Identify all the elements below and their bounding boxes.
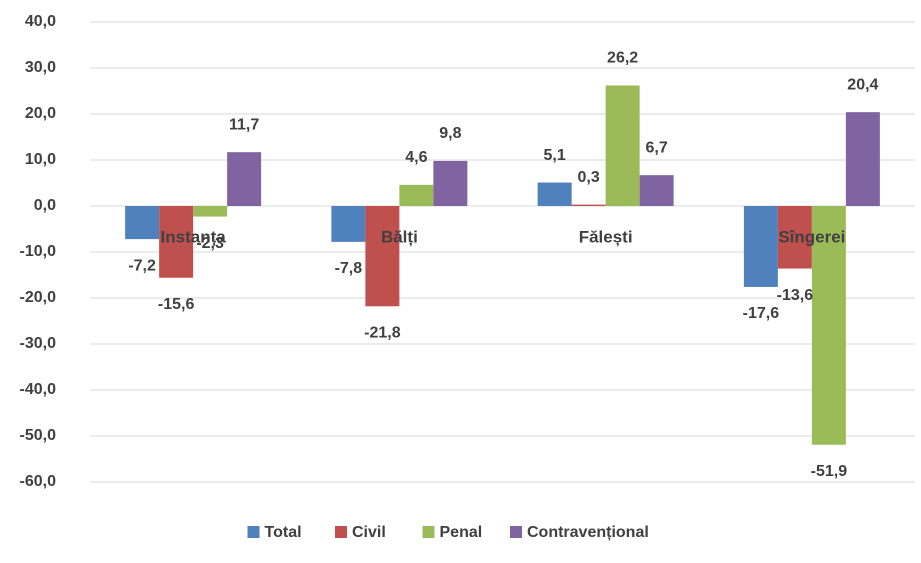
bar (571, 204, 606, 206)
data-label: -13,6 (777, 287, 814, 304)
bar (433, 160, 468, 206)
legend-swatch (510, 526, 522, 538)
y-tick-label: 40,0 (25, 13, 56, 30)
y-tick-label: -60,0 (20, 473, 57, 490)
legend-label: Contravențional (527, 524, 649, 541)
data-label: 0,3 (578, 169, 600, 186)
bar (845, 112, 880, 206)
data-label: -7,8 (335, 260, 363, 277)
y-tick-label: -20,0 (20, 289, 57, 306)
data-label: 20,4 (847, 76, 878, 93)
data-label: -15,6 (158, 296, 195, 313)
legend-swatch (335, 526, 347, 538)
data-label: -17,6 (743, 305, 780, 322)
data-label: 26,2 (607, 50, 638, 67)
data-label: 11,7 (229, 116, 259, 133)
legend-swatch (247, 526, 260, 538)
y-tick-label: -50,0 (20, 427, 57, 444)
y-tick-label: 10,0 (25, 151, 56, 168)
data-label: 6,7 (646, 139, 668, 156)
x-tick-label: Sîngerei (778, 227, 845, 246)
legend-label: Penal (440, 524, 483, 541)
bar (639, 175, 674, 206)
bar (537, 182, 572, 206)
bar (125, 206, 160, 240)
bar (743, 206, 778, 287)
data-label: -2,3 (196, 235, 224, 252)
legend-label: Civil (352, 524, 386, 541)
data-label: 9,8 (439, 125, 461, 142)
y-tick-label: -10,0 (20, 243, 57, 260)
bar (811, 206, 846, 445)
bar (331, 206, 366, 242)
x-tick-label: Fălești (579, 227, 633, 246)
y-tick-label: -40,0 (20, 381, 57, 398)
data-label: -21,8 (364, 324, 401, 341)
y-tick-label: 0,0 (34, 197, 56, 214)
bar (227, 152, 262, 206)
data-label: 5,1 (544, 147, 566, 164)
bar (399, 184, 434, 206)
x-tick-label: Bălți (381, 227, 418, 246)
x-tick-label: Instanța (161, 227, 227, 246)
bar (159, 206, 194, 278)
data-label: -7,2 (128, 257, 156, 274)
y-tick-label: 20,0 (25, 105, 56, 122)
y-tick-label: 30,0 (25, 59, 56, 76)
y-tick-label: -30,0 (20, 335, 57, 352)
bar (605, 85, 640, 206)
bar (777, 206, 812, 269)
data-label: 4,6 (405, 149, 427, 166)
legend-label: Total (265, 524, 302, 541)
bar (193, 206, 228, 217)
data-label: -51,9 (811, 463, 848, 480)
bar (365, 206, 400, 307)
legend-swatch (422, 526, 435, 538)
